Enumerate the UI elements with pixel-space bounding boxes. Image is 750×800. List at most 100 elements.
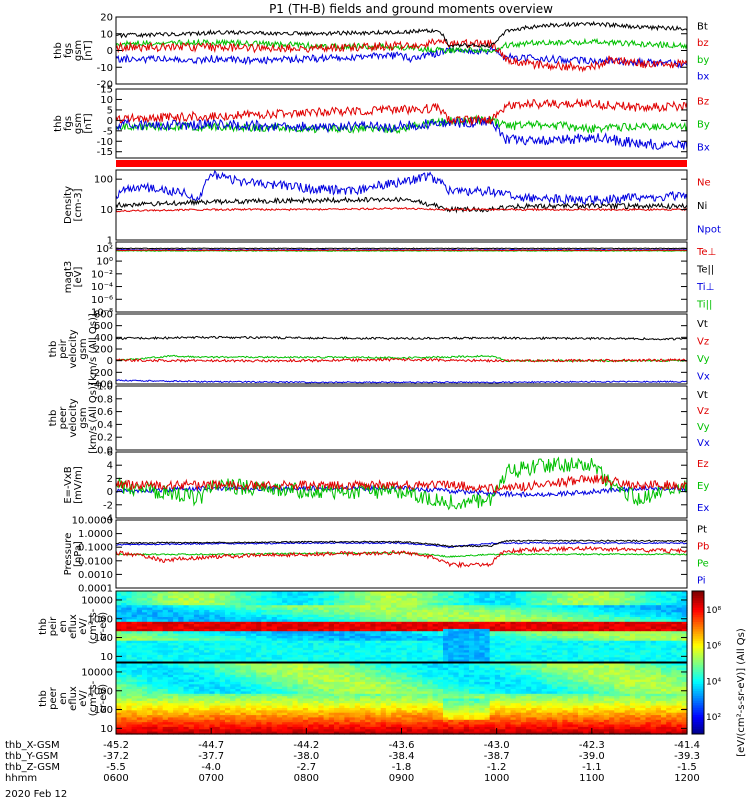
y-tick-label: 0.0001 xyxy=(78,583,113,594)
y-axis-label-line: [eV] xyxy=(73,267,84,288)
series-vz-line xyxy=(116,357,687,364)
panel-peir-en-eflux: 10 100 1000 10000 thb peir en eflux eV/(cm²-s-sr… xyxy=(38,590,688,663)
legend-bx: bx xyxy=(697,72,709,83)
series-bz-line xyxy=(116,98,687,127)
y-tick-label: 0 xyxy=(107,46,113,57)
series-ne-line xyxy=(116,206,687,213)
legend-te: Te|| xyxy=(696,264,714,275)
x-row-label: thb_Y-GSM xyxy=(5,751,58,762)
legend-pb: Pb xyxy=(697,542,709,553)
legend-vt: Vt xyxy=(697,390,708,401)
series-bt-line xyxy=(116,20,687,49)
x-tick-label: -38.7 xyxy=(484,751,510,762)
legend-by: by xyxy=(697,55,709,66)
y-tick-label: 100 xyxy=(94,705,113,716)
y-tick-label: 10⁻⁴ xyxy=(91,282,113,293)
series-te-line xyxy=(116,249,687,252)
y-axis-label-line: thb xyxy=(38,618,49,635)
legend-npot: Npot xyxy=(697,224,721,235)
y-axis-label-line: thb xyxy=(53,115,64,132)
colorbar-tick-label: 10⁴ xyxy=(706,677,721,687)
x-tick-label: -1.8 xyxy=(392,762,412,773)
y-tick-label: -4 xyxy=(103,514,113,525)
y-tick-label: 15 xyxy=(100,85,113,96)
y-tick-label: 600 xyxy=(94,321,113,332)
x-tick-label: 1000 xyxy=(484,773,509,784)
panel-frame xyxy=(115,519,688,589)
series-vt-line xyxy=(116,335,687,341)
y-axis-label-line: peer xyxy=(58,406,69,430)
y-tick-label: 2 xyxy=(107,474,113,485)
y-axis-label-line: gsm xyxy=(73,40,84,61)
panel-pressure: 0.0001 0.0010 0.0100 0.1000 1.0000 10.0000 Pre… xyxy=(63,516,709,595)
y-tick-label: 10⁻² xyxy=(91,269,113,280)
panel-frame xyxy=(115,241,688,313)
x-tick-label: -38.4 xyxy=(389,751,415,762)
y-tick-label: 200 xyxy=(94,345,113,356)
x-tick-label: -44.7 xyxy=(198,740,224,751)
legend-vy: Vy xyxy=(697,422,710,433)
y-axis-label-line: gsm xyxy=(78,407,89,428)
legend-vx: Vx xyxy=(697,438,710,449)
y-tick-label: 0.0 xyxy=(97,446,113,457)
y-tick-label: 10 xyxy=(100,652,113,663)
y-tick-label: 6 xyxy=(107,448,113,459)
series-bz-line xyxy=(116,37,687,73)
y-tick-label: 400 xyxy=(94,333,113,344)
y-tick-label: -2 xyxy=(103,500,113,511)
x-tick-label: -37.2 xyxy=(103,751,129,762)
panel-peer-velocity: 0.0 0.2 0.4 0.6 0.81.0 thb peer velocity gsm [km/… xyxy=(48,382,710,457)
y-tick-label: 10 xyxy=(100,29,113,40)
x-tick-label: -42.3 xyxy=(579,740,605,751)
y-axis-label-line: sr-eV) xyxy=(98,612,109,641)
y-tick-label: 10² xyxy=(96,244,113,255)
colorbar-tick-label: 10⁶ xyxy=(706,642,721,652)
status-bar xyxy=(116,160,687,167)
legend-pe: Pe xyxy=(697,559,709,570)
y-tick-label: 10 xyxy=(100,724,113,735)
y-tick-label: 10⁻⁸ xyxy=(91,307,113,318)
x-tick-label: -2.7 xyxy=(297,762,317,773)
y-tick-label: 0 xyxy=(107,487,113,498)
legend-te: Te⊥ xyxy=(696,247,716,258)
series-by-line xyxy=(116,37,687,54)
colorbar: 10² 10⁴ 10⁶ 10⁸ [eV/(cm²-s-sr-eV)] (All Qs) xyxy=(691,590,747,757)
y-tick-label: 10000 xyxy=(81,667,113,678)
y-tick-label: 1 xyxy=(107,235,113,246)
x-tick-label: -38.0 xyxy=(293,751,319,762)
x-tick-label: -1.2 xyxy=(487,762,507,773)
panel-frame xyxy=(115,169,688,241)
series-ez-line xyxy=(116,474,687,494)
y-tick-label: 1000 xyxy=(88,686,113,697)
legend-ne: Ne xyxy=(697,178,711,189)
y-axis-label-line: magt3 xyxy=(63,261,74,294)
y-tick-label: 1.0 xyxy=(97,382,113,393)
legend-bz: bz xyxy=(697,38,709,49)
x-tick-label: -4.0 xyxy=(201,762,221,773)
spectrogram-cells xyxy=(116,663,688,735)
y-tick-label: 20 xyxy=(100,13,113,24)
y-tick-label: -10 xyxy=(97,63,113,74)
y-axis-label-line: en xyxy=(58,620,69,633)
x-axis-rows: thb_X-GSM -45.2 -44.7 -44.2 -43.6 -43.0 -42.3-… xyxy=(5,728,700,784)
series-npot-line xyxy=(116,170,687,206)
legend-vz: Vz xyxy=(697,336,709,347)
y-tick-label: -15 xyxy=(97,147,113,158)
x-tick-label: -45.2 xyxy=(103,740,129,751)
y-tick-label: 0.1000 xyxy=(78,543,113,554)
x-tick-label: 0800 xyxy=(294,773,319,784)
y-tick-label: 4 xyxy=(107,461,113,472)
legend-ni: Ni xyxy=(697,201,707,212)
date-label: 2020 Feb 12 xyxy=(5,789,67,800)
y-tick-label: 1.0000 xyxy=(78,529,113,540)
x-tick-label: -43.6 xyxy=(389,740,415,751)
panel-frame xyxy=(115,88,688,159)
y-tick-label: 0.4 xyxy=(97,420,113,431)
y-axis-label-line: sr-eV) xyxy=(98,684,109,713)
y-axis-label-line: gsm xyxy=(73,113,84,134)
series-ni-line xyxy=(116,196,687,214)
legend-bz: Bz xyxy=(697,97,709,108)
x-row-label: hhmm xyxy=(5,773,37,784)
y-axis-label-line: peir xyxy=(48,616,59,636)
